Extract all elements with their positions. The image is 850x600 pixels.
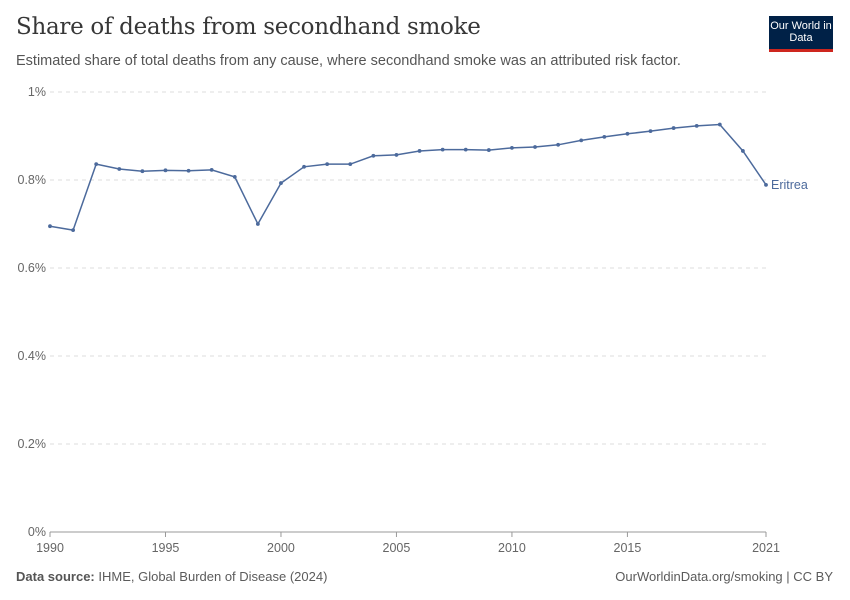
source-label: Data source: [16,569,95,584]
data-point [348,162,353,167]
data-point [741,149,745,153]
data-point [186,168,191,173]
x-tick-label: 1995 [152,541,180,555]
data-point [279,181,283,185]
data-point [671,126,676,130]
data-point [602,134,607,139]
data-point [209,167,214,172]
data-point [694,123,699,128]
data-point [394,153,399,157]
data-point [302,164,306,169]
data-point [140,169,145,174]
y-tick-label: 1% [28,85,46,99]
data-point [94,162,99,167]
source-text: IHME, Global Burden of Disease (2024) [98,569,328,584]
x-tick-label: 2015 [614,541,642,555]
footer-link[interactable]: OurWorldinData.org/smoking | CC BY [615,569,833,584]
data-point [417,149,422,153]
data-point [486,148,491,152]
y-tick-label: 0.2% [18,437,47,451]
data-point [117,167,122,171]
data-point [648,129,653,134]
x-tick-label: 2010 [498,541,526,555]
data-point [440,147,445,152]
x-tick-label: 2000 [267,541,295,555]
data-point [163,168,168,173]
data-point [625,131,630,136]
data-point [764,182,768,187]
data-point [533,145,537,149]
x-tick-label: 1990 [36,541,64,555]
y-tick-label: 0.4% [18,349,47,363]
data-point [71,228,75,233]
y-tick-label: 0.8% [18,173,47,187]
owid-logo[interactable]: Our World in Data [769,16,833,52]
data-point [463,147,468,152]
chart-subtitle: Estimated share of total deaths from any… [16,53,681,69]
data-point [232,175,237,179]
series-label: Eritrea [771,178,808,192]
y-tick-label: 0% [28,525,46,539]
data-point [556,142,561,147]
data-point [717,122,722,127]
data-point [325,162,330,167]
y-tick-label: 0.6% [18,261,47,275]
data-point [371,153,376,158]
data-point [48,224,52,229]
data-point [510,145,514,150]
x-tick-label: 2005 [383,541,411,555]
x-tick-label: 2021 [752,541,780,555]
data-point [579,138,584,143]
data-source: Data source: IHME, Global Burden of Dise… [16,569,327,584]
series-line-eritrea [49,123,767,232]
data-point [255,222,260,226]
chart-title: Share of deaths from secondhand smoke [16,14,481,40]
